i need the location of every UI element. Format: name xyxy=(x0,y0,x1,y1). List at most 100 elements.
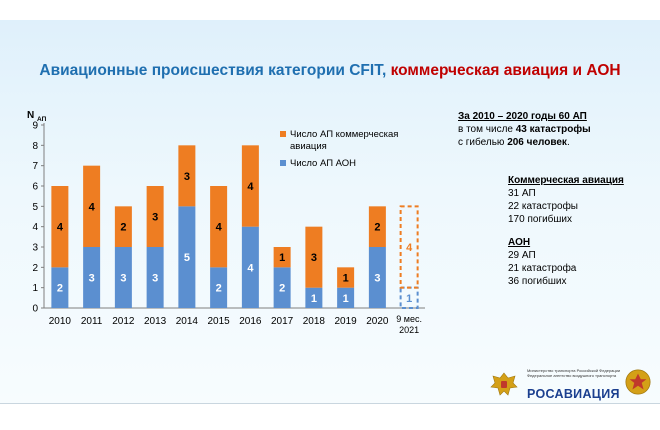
summary-fatalities: 206 человек xyxy=(507,137,567,148)
commercial-heading: Коммерческая авиация xyxy=(508,175,624,186)
bar-commercial xyxy=(178,145,196,207)
bar-aon xyxy=(368,247,386,308)
title-part-blue: Авиационные происшествия категории CFIT, xyxy=(39,62,387,79)
y-tick-label: 1 xyxy=(32,283,38,294)
top-band xyxy=(0,0,660,20)
data-label-commercial: 4 xyxy=(57,222,64,234)
y-tick-label: 6 xyxy=(32,182,38,193)
bar-commercial xyxy=(368,206,386,247)
commercial-block: Коммерческая авиация 31 АП 22 катастрофы… xyxy=(508,174,624,226)
data-label-commercial: 3 xyxy=(311,252,317,264)
ministry-caption: Министерство транспорта Российской Федер… xyxy=(527,368,621,378)
bar-commercial xyxy=(241,145,259,227)
legend-label-commercial: Число АП коммерческая xyxy=(290,129,398,140)
title-part-red: коммерческая авиация и АОН xyxy=(386,62,621,79)
bar-aon xyxy=(83,247,101,308)
bar-commercial xyxy=(305,226,323,288)
legend-label-aon: Число АП АОН xyxy=(290,158,356,169)
data-label-commercial: 4 xyxy=(247,181,254,193)
x-tick-label: 2014 xyxy=(176,316,199,327)
y-axis-label: N xyxy=(27,110,34,121)
aon-item: 36 погибших xyxy=(508,276,567,287)
summary-line-3-prefix: с гибелью xyxy=(458,137,508,148)
rosaviatsia-emblem-icon xyxy=(625,369,651,395)
y-tick-label: 2 xyxy=(32,263,38,274)
y-axis-label-sub: АП xyxy=(37,116,47,123)
x-tick-label: 2019 xyxy=(335,316,358,327)
x-tick-label: 2012 xyxy=(112,316,135,327)
bar-commercial xyxy=(114,206,132,247)
commercial-item: 22 катастрофы xyxy=(508,201,578,212)
rosaviatsia-logo-text: РОСАВИАЦИЯ xyxy=(527,387,620,401)
x-tick-label: 2021 xyxy=(399,325,419,335)
x-tick-label: 2020 xyxy=(366,316,389,327)
bar-commercial xyxy=(210,186,228,268)
page-title: Авиационные происшествия категории CFIT,… xyxy=(0,62,660,80)
data-label-commercial: 4 xyxy=(406,242,413,254)
data-label-aon: 1 xyxy=(311,293,317,305)
data-label-commercial: 3 xyxy=(152,212,158,224)
summary-heading: За 2010 – 2020 годы 60 АП xyxy=(458,111,587,122)
data-label-aon: 2 xyxy=(216,283,222,295)
legend-label-commercial-cont: авиация xyxy=(290,141,327,152)
y-tick-label: 0 xyxy=(32,304,38,315)
data-label-commercial: 4 xyxy=(216,222,223,234)
y-tick-label: 9 xyxy=(32,121,38,132)
summary-block: За 2010 – 2020 годы 60 АП в том числе 43… xyxy=(458,110,591,149)
bar-aon xyxy=(273,267,291,308)
legend-swatch-aon xyxy=(280,160,286,166)
bar-aon xyxy=(51,267,69,308)
x-tick-label: 2011 xyxy=(81,316,103,327)
commercial-item: 31 АП xyxy=(508,188,536,199)
bar-aon xyxy=(178,206,196,308)
data-label-aon: 2 xyxy=(279,283,285,295)
data-label-aon: 4 xyxy=(247,262,254,274)
data-label-aon: 1 xyxy=(406,293,412,305)
data-label-aon: 2 xyxy=(57,283,63,295)
legend-swatch-commercial xyxy=(280,131,286,137)
aon-block: АОН 29 АП 21 катастрофа 36 погибших xyxy=(508,236,576,288)
x-tick-label: 2017 xyxy=(271,316,294,327)
bar-commercial xyxy=(51,186,69,268)
bar-commercial xyxy=(273,247,291,268)
bar-aon xyxy=(241,226,259,308)
aon-heading: АОН xyxy=(508,237,531,248)
x-tick-label: 2018 xyxy=(303,316,326,327)
divider xyxy=(0,403,660,404)
x-tick-label: 2016 xyxy=(239,316,262,327)
bar-commercial xyxy=(337,267,355,288)
coat-of-arms-icon xyxy=(490,372,518,396)
content-panel xyxy=(0,20,660,403)
y-tick-label: 3 xyxy=(32,243,38,254)
data-label-aon: 3 xyxy=(89,273,95,285)
aon-item: 29 АП xyxy=(508,250,536,261)
bar-aon xyxy=(210,267,228,308)
y-tick-label: 8 xyxy=(32,141,38,152)
x-tick-label: 2013 xyxy=(144,316,167,327)
commercial-item: 170 погибших xyxy=(508,214,573,225)
summary-line-2: в том числе 43 катастрофы xyxy=(458,123,591,136)
data-label-aon: 1 xyxy=(343,293,349,305)
bar-aon xyxy=(114,247,132,308)
x-tick-label: 9 мес. xyxy=(396,314,422,324)
data-label-aon: 3 xyxy=(152,273,158,285)
y-tick-label: 4 xyxy=(32,222,38,233)
y-tick-label: 7 xyxy=(32,161,38,172)
bar-commercial xyxy=(83,165,101,247)
summary-catastrophes: 43 катастрофы xyxy=(515,124,591,135)
bar-commercial xyxy=(146,186,164,247)
summary-line-2-prefix: в том числе xyxy=(458,124,516,135)
summary-line-3: с гибелью 206 человек. xyxy=(458,136,591,149)
x-tick-label: 2010 xyxy=(49,316,72,327)
bar-aon xyxy=(305,287,323,308)
summary-line-3-suffix: . xyxy=(566,137,570,148)
data-label-commercial: 1 xyxy=(279,252,285,264)
data-label-commercial: 1 xyxy=(343,273,349,285)
data-label-commercial: 3 xyxy=(184,171,190,183)
bar-aon xyxy=(337,287,355,308)
bar-commercial xyxy=(399,205,419,289)
data-label-commercial: 2 xyxy=(374,222,380,234)
data-label-aon: 5 xyxy=(184,252,190,264)
